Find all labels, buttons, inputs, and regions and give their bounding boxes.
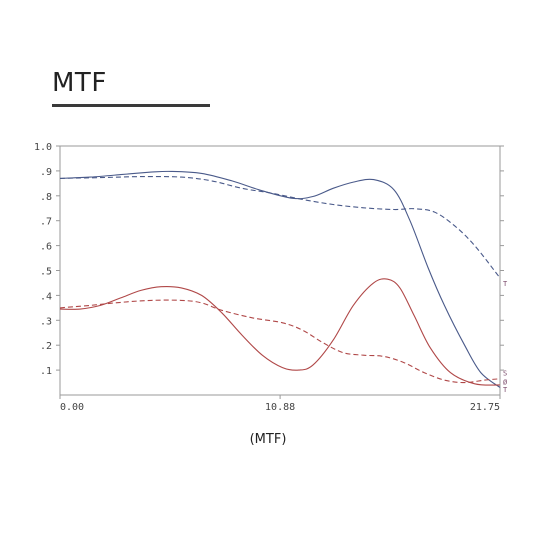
end-marker-label: S [503,370,507,378]
y-tick-label: .6 [40,242,52,253]
title-underline [52,104,210,107]
series-line-4 [59,299,501,384]
series-line-2 [59,175,501,279]
chart-title: MTF [52,68,107,98]
y-tick-label: .4 [40,291,52,302]
series-line-1 [59,170,501,388]
series-line-3 [59,278,501,386]
x-tick-label: 21.75 [470,402,500,413]
end-marker-label: T [503,386,508,394]
x-axis-caption: (MTF) [249,432,287,447]
y-tick-label: .3 [40,316,52,327]
x-tick-label: 0.00 [60,402,84,413]
y-tick-label: 1.0 [34,142,52,153]
end-marker-label: Ø [503,378,508,386]
plot-frame [59,145,501,396]
end-marker-label: T [503,280,508,288]
x-tick-label: 10.88 [265,402,295,413]
y-tick-label: .8 [40,192,52,203]
y-tick-label: .7 [40,217,52,228]
y-tick-label: .9 [40,167,52,178]
y-tick-label: .2 [40,341,52,352]
y-tick-label: .5 [40,267,52,278]
y-tick-label: .1 [40,366,52,377]
